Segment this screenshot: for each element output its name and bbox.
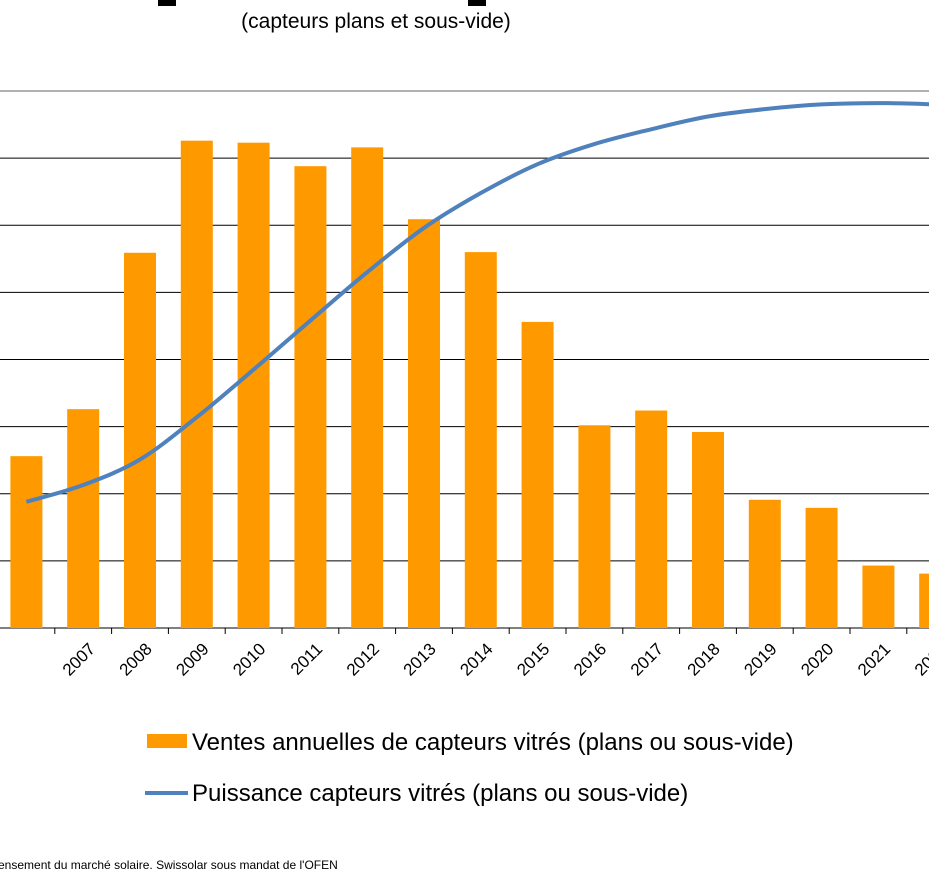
line-series-path — [25, 101, 929, 504]
x-tick-label: 2012 — [343, 639, 383, 679]
x-tick-label: 2015 — [513, 639, 553, 679]
bar — [294, 166, 327, 628]
x-tick-label: 2011 — [287, 639, 326, 678]
legend-label-bars: Ventes annuelles de capteurs vitrés (pla… — [192, 729, 794, 756]
x-tick-label: 2019 — [740, 639, 780, 679]
legend-label-line: Puissance capteurs vitrés (plans ou sous… — [192, 780, 688, 807]
x-tick-label: 2017 — [627, 639, 667, 679]
x-tick-label: 2014 — [456, 639, 496, 679]
bar — [10, 456, 43, 628]
bar — [180, 140, 213, 629]
x-tick-label: 2021 — [854, 639, 894, 679]
bar — [464, 252, 497, 628]
bar — [862, 565, 895, 628]
legend-swatch-bars — [147, 734, 187, 748]
chart-subtitle: (capteurs plans et sous-vide) — [241, 10, 511, 33]
bar — [805, 507, 838, 628]
x-tick-label: 2018 — [684, 639, 724, 679]
bar — [692, 431, 724, 628]
x-axis: 2007 2008 2009 2010 2011 2012 2013 2014 2015 2016… — [54, 628, 929, 680]
bar — [635, 410, 668, 628]
x-tick-label: 2009 — [172, 639, 212, 679]
bar — [578, 425, 611, 628]
bar — [408, 219, 440, 629]
bar — [351, 147, 384, 628]
chart-title-cropped — [158, 0, 486, 6]
legend: Ventes annuelles de capteurs vitrés (pla… — [145, 729, 794, 807]
x-tick-label: 2013 — [400, 639, 440, 679]
x-tick-label: 2008 — [116, 639, 156, 679]
bar — [124, 252, 156, 629]
bar — [521, 321, 554, 628]
bar — [919, 573, 929, 628]
line-series — [25, 101, 929, 504]
bar — [237, 142, 270, 628]
x-tick-label: 2010 — [229, 639, 269, 679]
source-note: ensement du marché solaire, Swissolar so… — [0, 858, 338, 869]
x-tick-label: 2020 — [797, 639, 837, 679]
x-tick-label: 2016 — [570, 639, 610, 679]
x-tick-label: 2022 — [911, 639, 929, 679]
bar — [67, 409, 100, 628]
x-tick-label: 2007 — [59, 639, 99, 679]
bar — [748, 499, 781, 628]
bar-series — [10, 140, 929, 629]
